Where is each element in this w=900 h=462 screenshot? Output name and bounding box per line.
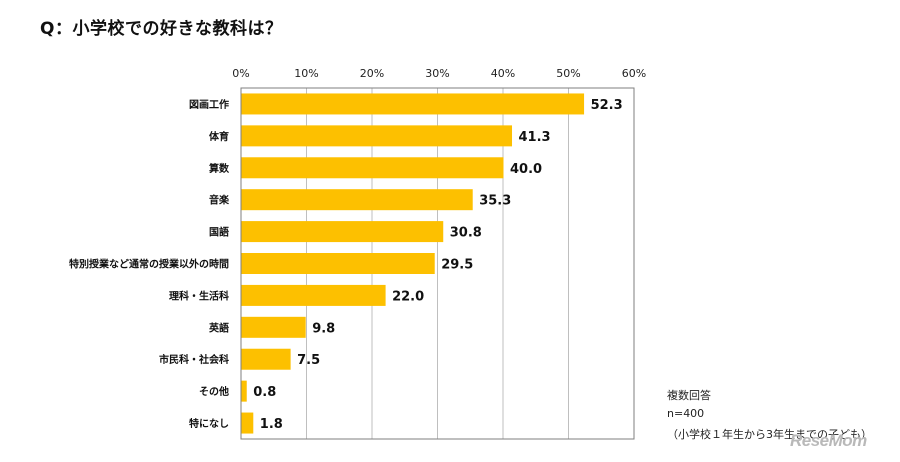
data-label: 22.0 [392, 289, 424, 304]
note-sample-size: n=400 [667, 407, 705, 420]
data-label: 52.3 [591, 98, 623, 113]
x-tick-label: 30% [425, 67, 449, 80]
data-label: 41.3 [519, 130, 551, 145]
bar [241, 125, 513, 147]
data-label: 29.5 [441, 258, 473, 273]
data-label: 30.8 [450, 226, 482, 241]
bar [241, 253, 435, 274]
category-label: 特になし [189, 417, 229, 430]
note-population: （小学校１年生から3年生までの子ども） [667, 428, 872, 441]
note-multiple-answers: 複数回答 [667, 389, 711, 402]
data-label: 0.8 [253, 385, 276, 400]
data-label: 9.8 [312, 321, 335, 336]
bar [241, 316, 306, 338]
category-label: その他 [199, 385, 229, 398]
resemom-logo: ReseMom [790, 431, 867, 450]
chart-title: Q：小学校での好きな教科は？ [40, 19, 283, 39]
bar [241, 221, 444, 243]
plot-frame [240, 87, 635, 440]
bar [241, 157, 504, 179]
x-tick-label: 60% [622, 67, 646, 80]
category-label: 英語 [208, 321, 229, 334]
data-label: 1.8 [260, 417, 283, 432]
bar [241, 412, 254, 434]
category-label: 図画工作 [189, 98, 229, 111]
data-label: 35.3 [479, 194, 511, 209]
bar [241, 284, 386, 306]
data-label: 7.5 [297, 353, 320, 368]
bar [241, 93, 585, 115]
category-label: 理科・生活科 [169, 289, 229, 302]
x-tick-label: 10% [294, 67, 318, 80]
bar [241, 189, 473, 211]
bar [241, 380, 247, 402]
category-label: 算数 [208, 162, 230, 175]
x-tick-label: 0% [232, 67, 249, 80]
category-label: 特別授業など通常の授業以外の時間 [69, 258, 229, 271]
x-tick-label: 20% [360, 67, 384, 80]
bar [241, 348, 291, 370]
category-label: 音楽 [209, 194, 230, 207]
category-label: 国語 [209, 226, 229, 239]
category-label: 体育 [209, 130, 229, 143]
category-label: 市民科・社会科 [159, 353, 229, 366]
data-label: 40.0 [510, 162, 542, 177]
x-tick-label: 50% [556, 67, 580, 80]
x-tick-label: 40% [491, 67, 515, 80]
